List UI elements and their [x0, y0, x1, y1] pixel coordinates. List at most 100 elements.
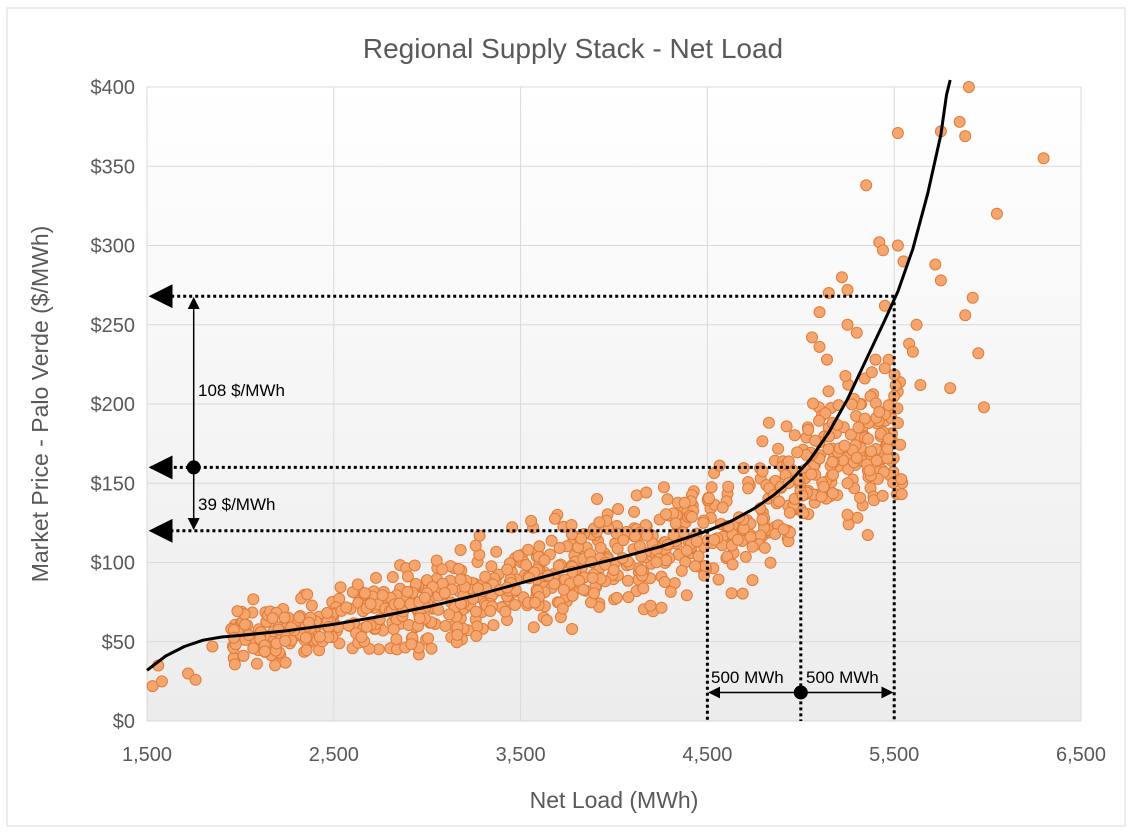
scatter-point [708, 533, 721, 546]
scatter-point [891, 239, 904, 252]
scatter-point [822, 443, 835, 456]
scatter-point [819, 407, 832, 420]
scatter-point [650, 556, 663, 569]
x-tick-label: 1,500 [122, 744, 172, 766]
x-axis-title: Net Load (MWh) [530, 787, 699, 813]
scatter-point [527, 621, 540, 634]
y-tick-label: $200 [91, 394, 136, 416]
scatter-point [484, 605, 497, 617]
scatter-point [844, 428, 857, 441]
reference-lines [148, 284, 896, 721]
scatter-point [657, 481, 670, 494]
scatter-point [826, 456, 839, 468]
scatter-point [591, 493, 603, 505]
scatter-point [680, 589, 693, 602]
scatter-point [680, 544, 693, 557]
scatter-point [882, 432, 895, 445]
scatter-point [533, 540, 546, 553]
annotation-lower-delta: 39 $/MWh [198, 495, 275, 514]
scatter-point [340, 601, 353, 614]
scatter-point [189, 673, 202, 686]
scatter-point [959, 130, 972, 143]
scatter-point [525, 514, 538, 527]
scatter-point [490, 545, 503, 558]
scatter-point [725, 587, 738, 600]
scatter-point [675, 564, 688, 577]
scatter-point [835, 271, 848, 284]
scatter-point [746, 540, 759, 553]
x-tick-label: 3,500 [496, 744, 546, 766]
y-tick-label: $150 [91, 473, 136, 495]
scatter-point [944, 382, 957, 395]
scatter-point [247, 593, 260, 606]
scatter-point [813, 306, 826, 319]
scatter-point [655, 601, 668, 614]
scatter-point [586, 571, 599, 584]
scatter-point [499, 605, 512, 618]
scatter-point [454, 544, 467, 556]
scatter-point [529, 596, 541, 609]
scatter-point [690, 535, 703, 548]
scatter-point [906, 345, 919, 358]
scatter-point [705, 481, 718, 494]
scatter-point [742, 482, 755, 495]
scatter-point [470, 630, 483, 642]
x-tick-label: 2,500 [309, 744, 359, 766]
scatter-point [548, 512, 561, 525]
scatter-point [850, 326, 863, 339]
scatter-point [780, 420, 793, 433]
scatter-point [146, 680, 159, 693]
y-axis-title: Market Price - Palo Verde ($/MWh) [27, 226, 53, 583]
scatter-point [351, 578, 364, 591]
scatter-point [865, 366, 878, 379]
scatter-point [783, 506, 796, 519]
scatter-point [588, 587, 600, 600]
scatter-point [796, 489, 809, 502]
scatter-point [669, 517, 682, 530]
scatter-point [617, 534, 630, 547]
scatter-point [891, 127, 904, 139]
scatter-point [807, 397, 819, 410]
scatter-point [972, 347, 985, 360]
scatter-point [966, 291, 979, 304]
scatter-point [722, 480, 735, 493]
scatter-point [826, 487, 839, 500]
marker-price-mid [186, 460, 201, 475]
scatter-point [841, 508, 854, 521]
scatter-point [876, 489, 889, 502]
scatter-point [469, 539, 482, 552]
scatter-point [239, 618, 251, 631]
scatter-point [358, 587, 371, 600]
scatter-point [430, 554, 443, 567]
scatter-point [548, 577, 561, 590]
scatter-point [877, 244, 889, 257]
scatter-point [689, 560, 702, 573]
scatter-point [299, 631, 312, 644]
scatter-point [247, 642, 260, 655]
scatter-point [731, 533, 744, 546]
x-tick-label: 4,500 [682, 744, 732, 766]
scatter-point [762, 416, 775, 429]
scatter-point [607, 564, 620, 576]
scatter-point [485, 560, 498, 573]
scatter-point [895, 473, 908, 486]
scatter-point [538, 554, 551, 567]
marker-load-mid [793, 685, 808, 700]
y-tick-label: $250 [91, 315, 136, 337]
scatter-point [364, 597, 377, 610]
scatter-point [806, 331, 818, 344]
scatter-point [953, 115, 966, 128]
scatter-point [791, 446, 804, 459]
scatter-point [593, 516, 606, 529]
scatter-point [266, 612, 279, 625]
scatter-point [764, 556, 777, 569]
scatter-point [1037, 152, 1050, 165]
scatter-point [756, 435, 769, 448]
scatter-point [386, 571, 399, 583]
scatter-point [451, 628, 464, 641]
scatter-point [782, 455, 795, 468]
scatter-point [612, 503, 625, 515]
scatter-point [305, 599, 318, 612]
scatter-point [640, 486, 653, 499]
scatter-point [878, 362, 891, 375]
